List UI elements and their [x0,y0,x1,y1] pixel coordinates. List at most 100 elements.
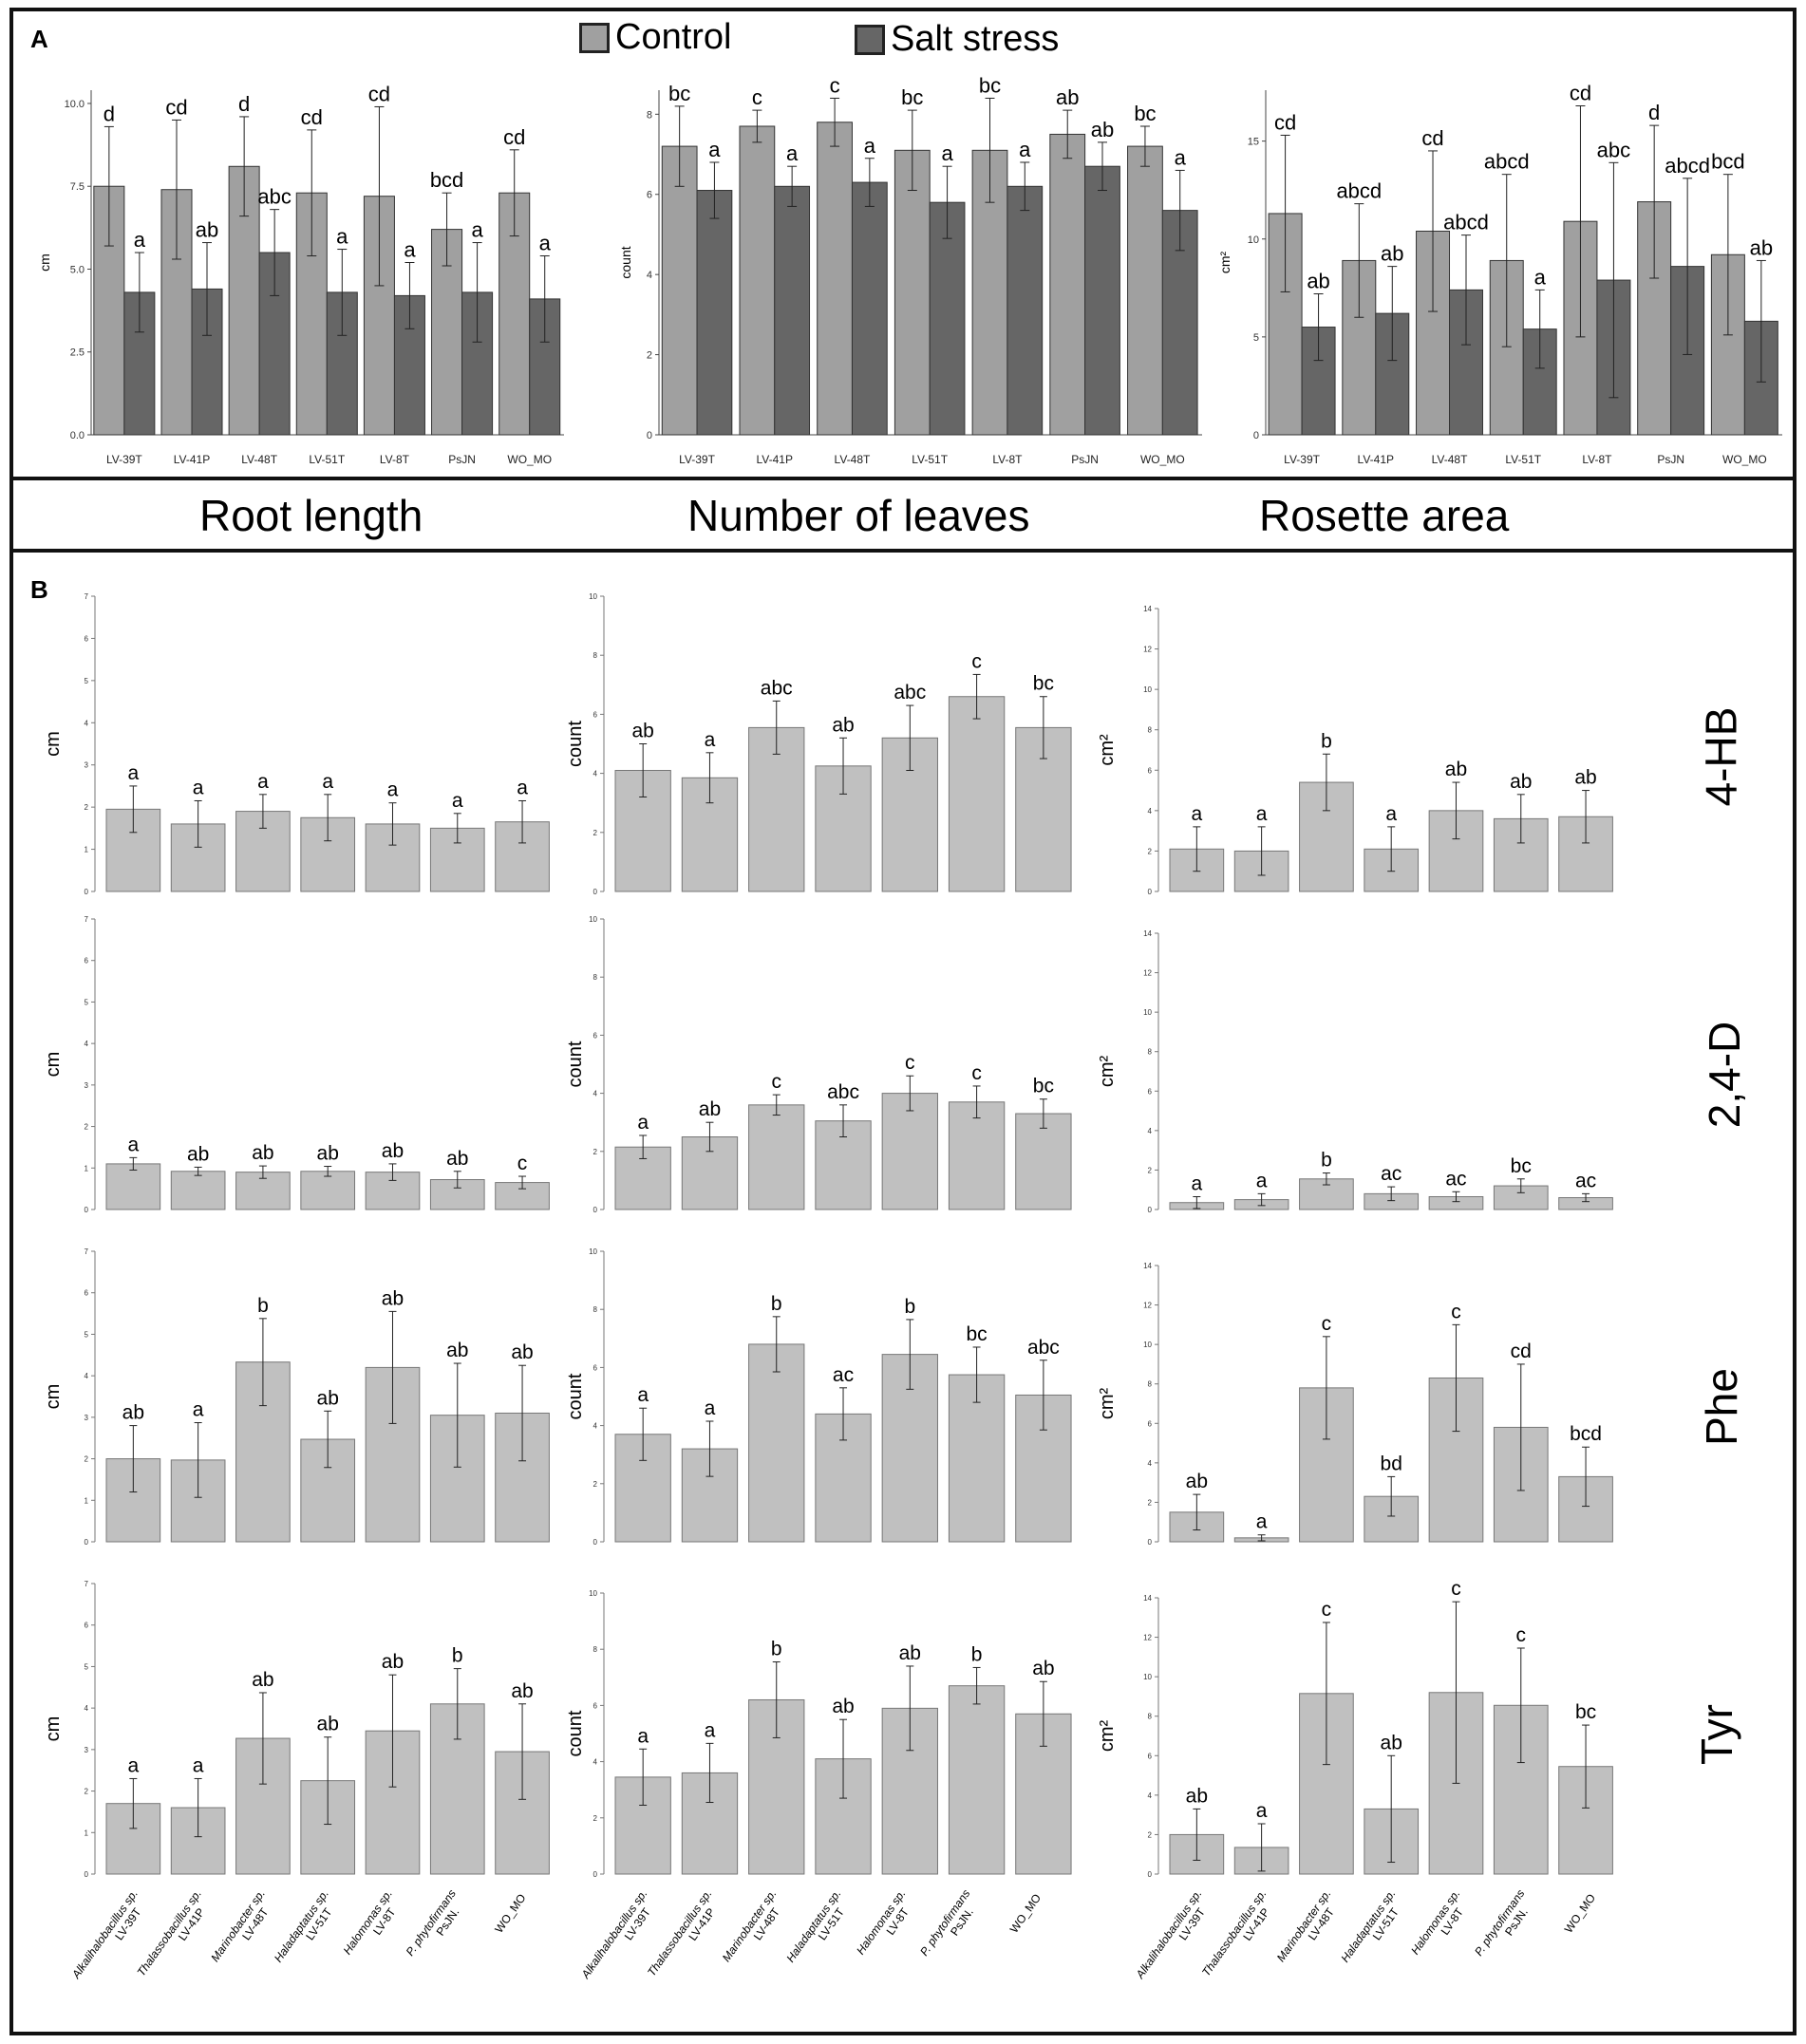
species-label: Haladaptatus sp.LV-51T [272,1887,335,1965]
significance-label: ab [511,1341,533,1363]
significance-label: cd [1421,126,1443,150]
bar-salt [774,185,811,436]
significance-label: a [1256,1511,1268,1533]
species-code: WO_MO [1007,1891,1044,1935]
significance-label: cd [1570,82,1591,105]
significance-label: abc [894,682,926,703]
significance-label: c [971,650,982,672]
significance-label: ab [1750,235,1773,259]
y-axis-label: count [618,246,633,278]
species-label: Marinobacter sp.LV-48T [208,1887,272,1964]
significance-label: bc [979,73,1001,97]
species-label: Thalassobacillus sp.LV-41P [645,1887,718,1979]
significance-label: a [1256,1800,1268,1822]
y-tick-label: 2 [85,1123,89,1132]
species-name: Thalassobacillus sp. [1199,1887,1269,1979]
bar-control [431,229,463,436]
significance-label: a [941,141,953,165]
y-tick-label: 12 [1143,1634,1152,1642]
y-tick-label: 5.0 [70,264,85,275]
significance-label: bc [1033,673,1054,695]
significance-label: a [322,771,333,793]
y-tick-label: 10 [1248,234,1259,246]
significance-label: b [771,1293,782,1315]
significance-label: c [905,1052,915,1074]
species-labels-rosette: Alkalihalobacillus sp.LV-39TThalassobaci… [1133,1887,1598,1982]
significance-label: a [1256,1170,1268,1191]
y-axis-label: cm² [1097,1720,1118,1753]
bar-salt [851,181,888,436]
significance-label: ab [317,1143,339,1165]
y-tick-label: 7 [85,1247,89,1256]
y-tick-label: 12 [1143,969,1152,978]
y-tick-label: 8 [1148,1380,1153,1389]
significance-label: ab [317,1387,339,1409]
significance-label: a [637,1384,649,1406]
y-tick-label: 6 [593,1031,598,1040]
legend-salt: Salt stress [855,19,1059,60]
y-tick-label: 2 [1148,1498,1153,1507]
significance-label: abc [1597,138,1630,161]
significance-label: c [1322,1313,1332,1335]
species-name: Thalassobacillus sp. [135,1887,204,1979]
y-tick-label: 4 [1148,1127,1153,1135]
x-tick-label: LV-51T [1505,453,1541,466]
y-tick-label: 2 [85,1455,89,1464]
chart-a-root-length: 0.02.55.07.510.0cmdaLV-39TcdabLV-41Pdabc… [37,82,564,466]
significance-label: cd [503,125,525,149]
bar-control [894,149,931,436]
significance-label: a [1256,803,1268,825]
significance-label: a [708,138,721,161]
significance-label: a [193,1399,204,1421]
panel-b-letter: B [30,575,48,604]
y-tick-label: 14 [1143,1594,1152,1603]
bar-control [1049,133,1086,436]
y-tick-label: 4 [1148,1791,1153,1800]
y-tick-label: 3 [85,1746,89,1754]
chart-a-number-of-leaves: 02468countbcaLV-39TcaLV-41PcaLV-48TbcaLV… [618,73,1202,466]
x-tick-label: LV-41P [757,453,793,466]
significance-label: bd [1381,1453,1402,1474]
y-tick-label: 1 [85,846,89,854]
significance-label: a [127,1754,139,1776]
x-tick-label: LV-8T [992,453,1023,466]
y-tick-label: 2 [593,1148,598,1156]
y-tick-label: 3 [85,1081,89,1090]
y-tick-label: 1 [85,1828,89,1837]
y-tick-label: 4 [85,1040,89,1048]
legend-salt-swatch [855,24,885,55]
row-label-tyr: Tyr [1691,1704,1741,1765]
significance-label: a [257,771,269,793]
species-label: Thalassobacillus sp.LV-41P [135,1887,208,1979]
y-tick-label: 2 [593,1480,598,1489]
y-tick-label: 10.0 [65,99,85,110]
significance-label: bc [668,82,690,105]
significance-label: ab [1574,767,1596,789]
y-tick-label: 4 [85,1372,89,1380]
chart-b-tyr-rosette-area: 0 2 4 6 8 10 12 14 cm² ab a c ab c c bc [1097,1578,1613,1879]
y-tick-label: 6 [85,957,89,966]
significance-label: c [771,1071,781,1093]
chart-a-rosette-area: 051015cm²cdabLV-39TabcdabLV-41PcdabcdLV-… [1217,82,1782,466]
chart-b-tyr-root-length: 0 1 2 3 4 5 6 7 cm a a ab ab ab b ab [43,1580,550,1879]
y-tick-label: 1 [85,1164,89,1172]
y-tick-label: 4 [593,1090,598,1098]
species-name: Alkalihalobacillus sp. [1133,1887,1205,1982]
y-tick-label: 5 [1253,332,1259,344]
y-tick-label: 4 [85,1704,89,1713]
significance-label: bc [1033,1076,1054,1097]
significance-label: ab [699,1098,721,1120]
significance-label: a [705,729,716,751]
species-label: Halomonas sp.LV-8T [854,1887,912,1958]
y-tick-label: 2 [647,350,652,362]
bar-salt [1084,165,1120,436]
y-tick-label: 10 [1143,1673,1152,1681]
significance-label: a [864,134,876,158]
y-tick-label: 0 [85,1538,89,1547]
x-tick-label: PsJN [1071,453,1099,466]
title-root-length: Root length [199,491,423,540]
significance-label: a [452,790,463,812]
significance-label: a [134,228,146,252]
significance-label: b [771,1639,782,1660]
y-tick-label: 10 [589,1589,597,1598]
